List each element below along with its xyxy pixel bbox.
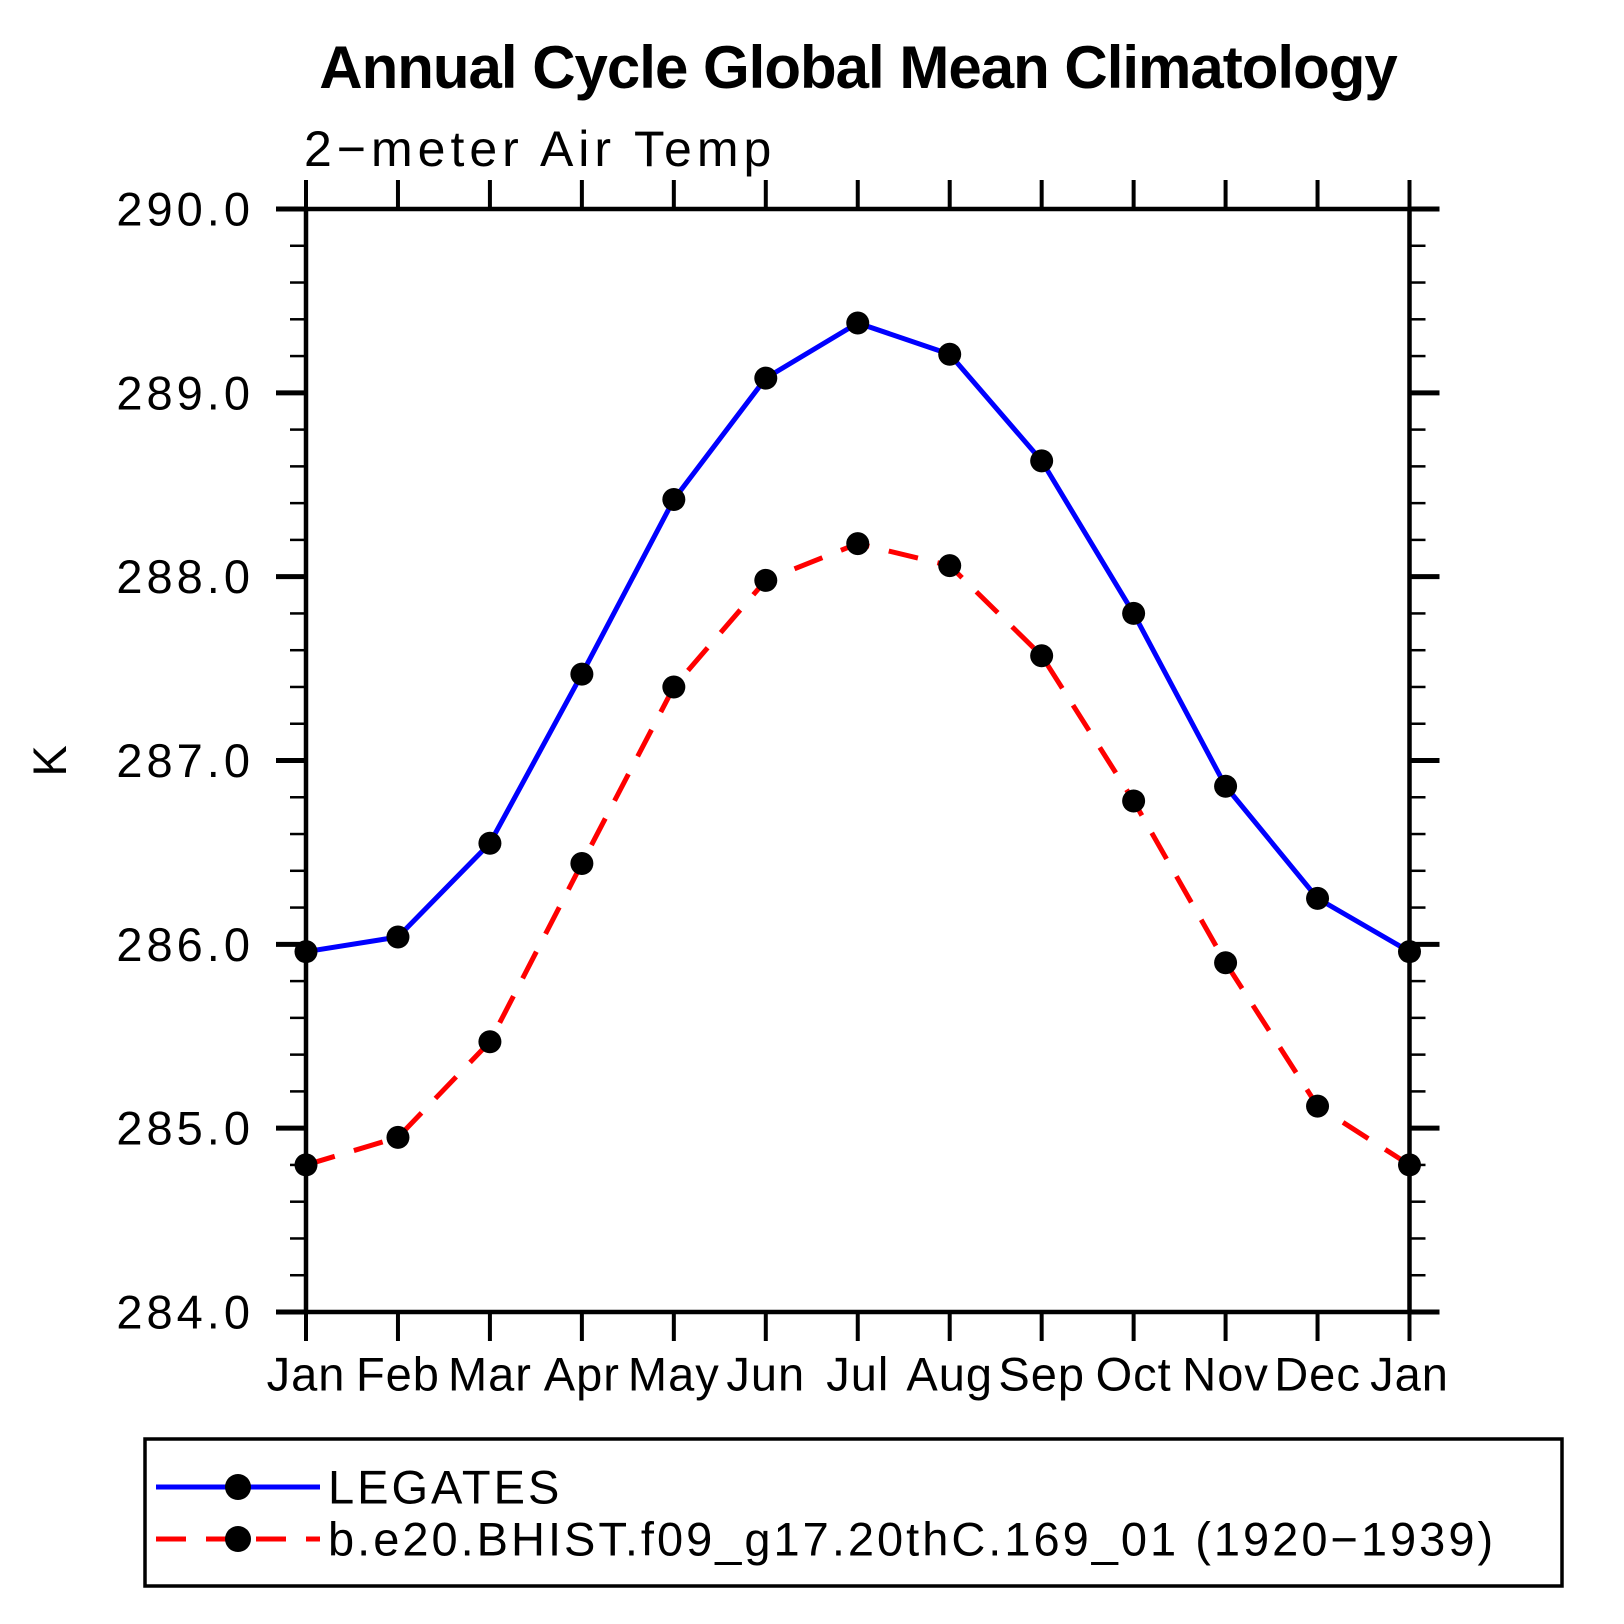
x-axis-tick-label: Mar	[448, 1348, 532, 1401]
data-point-marker-model	[1306, 1094, 1330, 1118]
plot-frame	[303, 206, 1412, 1315]
x-axis-tick-label: Jun	[726, 1348, 805, 1401]
data-point-marker-model	[1030, 644, 1054, 668]
data-point-marker-model	[1122, 789, 1146, 813]
legend-sample-marker-legates	[225, 1474, 251, 1500]
data-point-marker-legates	[386, 925, 410, 949]
legend-box	[143, 1437, 1564, 1588]
data-point-marker-model	[846, 532, 870, 556]
legend-label-legates: LEGATES	[328, 1461, 562, 1514]
x-axis-tick-label: Jul	[826, 1348, 889, 1401]
series-line-legates	[305, 320, 1411, 955]
y-axis-tick-label: 284.0	[116, 1286, 254, 1339]
data-point-marker-legates	[1122, 601, 1146, 625]
legend-sample-marker-model	[225, 1526, 251, 1552]
legend: LEGATES b.e20.BHIST.f09_g17.20thC.169_01…	[143, 1437, 1564, 1588]
series-legates	[294, 311, 1421, 964]
y-axis-tick-label: 290.0	[116, 183, 254, 236]
data-point-marker-model	[478, 1030, 502, 1054]
y-axis-tick-label: 287.0	[116, 734, 254, 787]
y-axis-tick-label: 288.0	[116, 550, 254, 603]
data-point-marker-legates	[478, 831, 502, 855]
data-point-marker-legates	[1214, 774, 1238, 798]
x-axis-tick-label: Oct	[1096, 1348, 1172, 1401]
y-axis-tick-label: 289.0	[116, 366, 254, 419]
x-axis-tick-label: Jan	[1370, 1348, 1449, 1401]
y-axis-title: K	[23, 743, 76, 776]
y-axis-tick-label: 286.0	[116, 918, 254, 971]
data-point-marker-legates	[1398, 940, 1421, 964]
x-axis-tick-label: Jan	[267, 1348, 346, 1401]
x-axis-tick-label: Dec	[1274, 1348, 1361, 1401]
data-point-marker-model	[1214, 951, 1238, 975]
data-point-marker-legates	[570, 662, 594, 686]
data-point-marker-model	[938, 554, 962, 578]
data-point-marker-legates	[846, 311, 870, 335]
x-axis-tick-label: May	[628, 1348, 720, 1401]
chart-subtitle: 2−meter Air Temp	[304, 121, 776, 177]
data-point-marker-legates	[662, 487, 686, 511]
series-line-model	[305, 541, 1411, 1168]
y-axis-tick-label: 285.0	[116, 1102, 254, 1155]
data-point-marker-model	[662, 675, 686, 699]
x-axis-tick-label: Apr	[544, 1348, 620, 1401]
data-point-marker-legates	[1030, 449, 1054, 473]
axis-ticks-layer: Jan Feb Mar Apr May Jun Jul Aug Sep Oct Nov Dec Jan2…	[116, 180, 1449, 1401]
data-point-marker-legates	[754, 366, 778, 390]
x-axis-tick-label: Nov	[1182, 1348, 1269, 1401]
data-point-marker-model	[754, 568, 778, 592]
data-point-marker-model	[386, 1125, 410, 1149]
series-model	[294, 532, 1421, 1177]
chart-title: Annual Cycle Global Mean Climatology	[319, 34, 1398, 101]
data-point-marker-model	[570, 851, 594, 875]
x-axis-tick-label: Feb	[356, 1348, 440, 1401]
series-layer	[294, 311, 1421, 1177]
x-axis-tick-label: Aug	[906, 1348, 993, 1401]
data-point-marker-legates	[1306, 886, 1330, 910]
data-point-marker-model	[1398, 1153, 1421, 1177]
x-axis-tick-label: Sep	[998, 1348, 1085, 1401]
data-point-marker-model	[294, 1153, 318, 1177]
legend-label-model: b.e20.BHIST.f09_g17.20thC.169_01 (1920−1…	[328, 1513, 1496, 1566]
data-point-marker-legates	[294, 940, 318, 964]
data-point-marker-legates	[938, 342, 962, 366]
